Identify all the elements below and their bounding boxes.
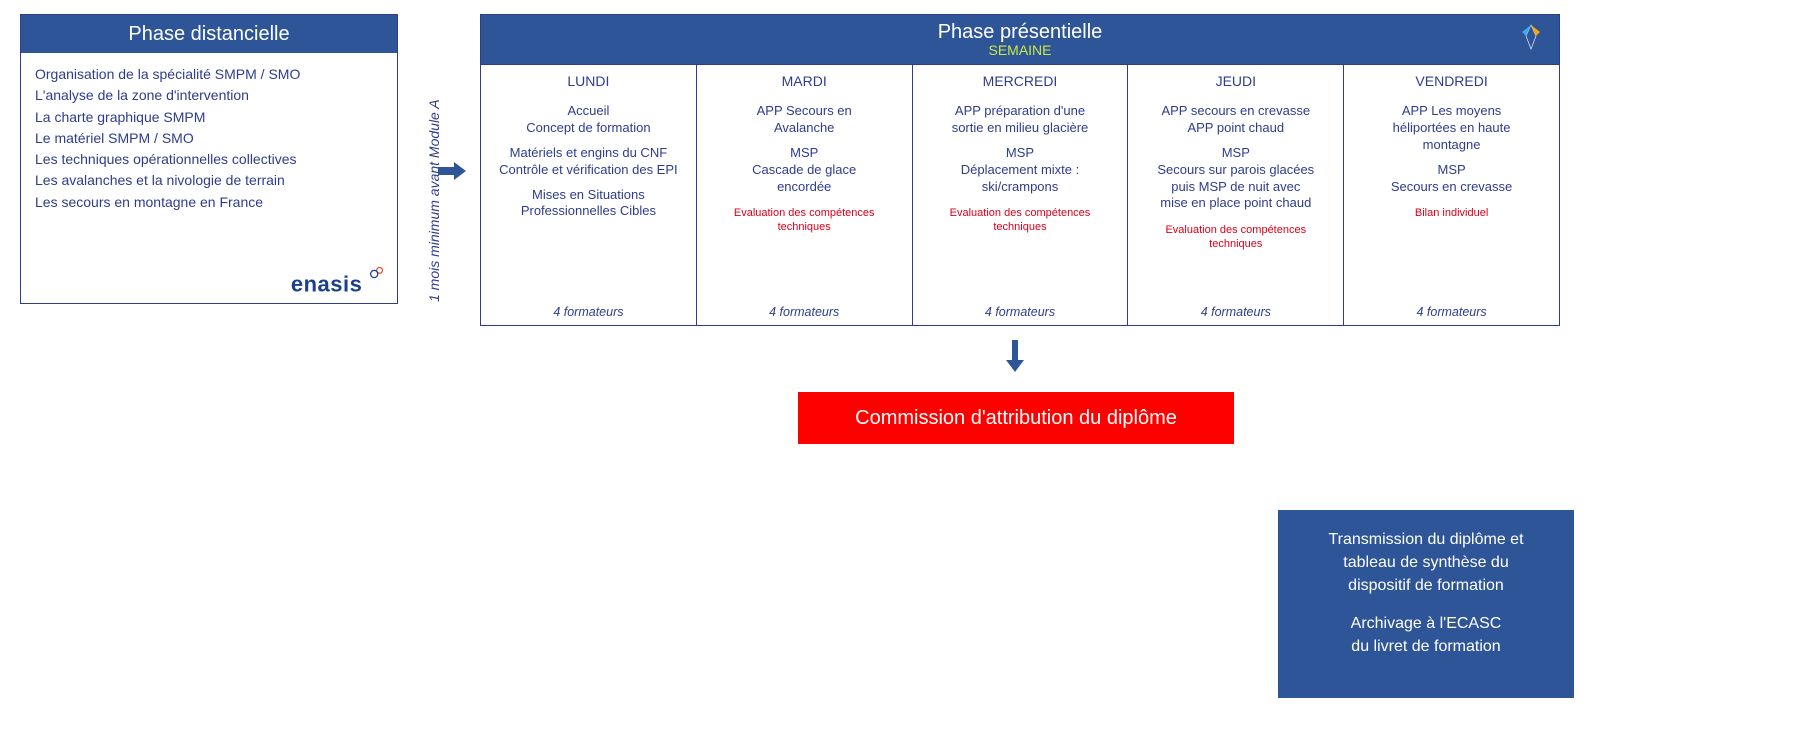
final-line-1: Transmission du diplôme ettableau de syn…	[1298, 528, 1554, 598]
day-name: VENDREDI	[1415, 73, 1487, 89]
day-block: MSPSecours sur parois glacéespuis MSP de…	[1157, 145, 1314, 213]
week-table: LUNDI AccueilConcept de formation Matériel…	[480, 64, 1560, 326]
dist-list-item: L'analyse de la zone d'intervention	[35, 85, 383, 105]
final-box: Transmission du diplôme ettableau de syn…	[1278, 510, 1574, 698]
day-block: MSPDéplacement mixte :ski/crampons	[961, 145, 1080, 196]
phase-presentielle-subtitle: SEMAINE	[481, 42, 1559, 58]
evaluation-note: Bilan individuel	[1415, 207, 1488, 220]
day-column: MARDI APP Secours enAvalanche MSPCascade d…	[697, 64, 913, 326]
dist-list-item: Les avalanches et la nivologie de terrai…	[35, 170, 383, 190]
day-column: MERCREDI APP préparation d'unesortie en m…	[913, 64, 1129, 326]
arrow-down-icon	[1006, 340, 1024, 376]
commission-label: Commission d'attribution du diplôme	[855, 407, 1177, 429]
day-name: LUNDI	[567, 73, 609, 89]
dist-list-item: Le matériel SMPM / SMO	[35, 128, 383, 148]
arrow-right-icon	[438, 160, 466, 186]
day-block: APP Secours enAvalanche	[757, 103, 852, 137]
trainers-count: 4 formateurs	[1417, 295, 1487, 319]
dist-list-item: Les techniques opérationnelles collectiv…	[35, 149, 383, 169]
day-block: MSPCascade de glaceencordée	[752, 145, 856, 196]
day-block: Matériels et engins du CNFContrôle et vé…	[499, 145, 677, 179]
day-block: APP secours en crevasseAPP point chaud	[1161, 103, 1310, 137]
evaluation-note: Evaluation des compétencestechniques	[734, 207, 875, 233]
day-block: AccueilConcept de formation	[526, 103, 650, 137]
phase-presentielle-title: Phase présentielle	[481, 21, 1559, 44]
day-column: LUNDI AccueilConcept de formation Matériel…	[480, 64, 697, 326]
org-logo-icon	[1513, 19, 1549, 55]
day-name: MERCREDI	[983, 73, 1058, 89]
phase-presentielle-box: Phase présentielle SEMAINE LUNDI AccueilC…	[480, 14, 1560, 326]
day-block: APP Les moyenshéliportées en hautemontag…	[1393, 103, 1511, 154]
trainers-count: 4 formateurs	[553, 295, 623, 319]
day-block: MSPSecours en crevasse	[1391, 162, 1512, 196]
trainers-count: 4 formateurs	[1201, 295, 1271, 319]
evaluation-note: Evaluation des compétencestechniques	[1165, 224, 1306, 250]
trainers-count: 4 formateurs	[769, 295, 839, 319]
commission-box: Commission d'attribution du diplôme	[798, 392, 1234, 444]
day-block: Mises en SituationsProfessionnelles Cibl…	[521, 187, 656, 221]
day-block: APP préparation d'unesortie en milieu gl…	[952, 103, 1089, 137]
dist-list-item: Les secours en montagne en France	[35, 192, 383, 212]
day-name: JEUDI	[1216, 73, 1256, 89]
phase-distancielle-list: Organisation de la spécialité SMPM / SMO…	[21, 53, 397, 223]
dist-list-item: La charte graphique SMPM	[35, 107, 383, 127]
enasis-logo-text: enasis	[291, 271, 363, 296]
phase-presentielle-header: Phase présentielle SEMAINE	[480, 14, 1560, 64]
day-column: JEUDI APP secours en crevasseAPP point ch…	[1128, 64, 1344, 326]
day-name: MARDI	[782, 73, 827, 89]
evaluation-note: Evaluation des compétencestechniques	[950, 207, 1091, 233]
enasis-logo: enasis	[291, 265, 385, 297]
phase-distancielle-title: Phase distancielle	[128, 23, 289, 45]
dist-list-item: Organisation de la spécialité SMPM / SMO	[35, 64, 383, 84]
phase-distancielle-header: Phase distancielle	[21, 15, 397, 53]
day-column: VENDREDI APP Les moyenshéliportées en hau…	[1344, 64, 1560, 326]
vertical-timing-label: 1 mois minimum avant Module A	[426, 99, 442, 302]
phase-distancielle-box: Phase distancielle Organisation de la sp…	[20, 14, 398, 304]
trainers-count: 4 formateurs	[985, 295, 1055, 319]
final-line-2: Archivage à l'ECASCdu livret de formatio…	[1298, 612, 1554, 658]
